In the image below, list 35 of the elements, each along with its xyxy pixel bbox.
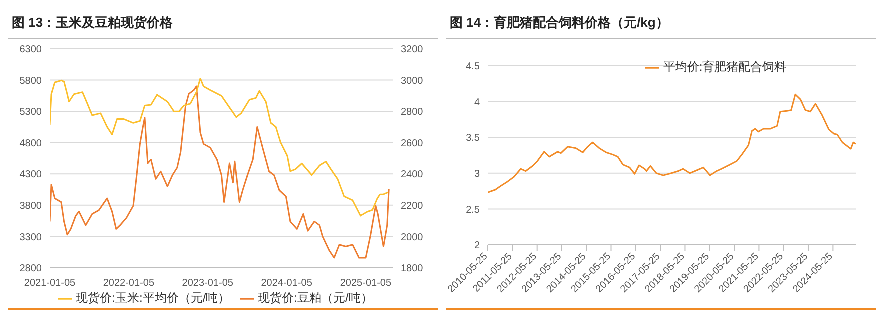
y-tick-label: 5300 xyxy=(20,107,42,118)
y-tick-label: 2800 xyxy=(20,264,42,275)
y-tick-label: 4.5 xyxy=(466,62,480,73)
y-tick-label: 6300 xyxy=(20,44,42,56)
y-tick-label: 3300 xyxy=(20,232,42,244)
y-tick-label: 4 xyxy=(474,97,480,108)
y2-tick-label: 2600 xyxy=(401,138,424,150)
chart-title: 图 13：玉米及豆粕现货价格 xyxy=(8,8,438,39)
y-tick-label: 4800 xyxy=(20,138,42,150)
y2-tick-label: 2200 xyxy=(401,200,424,212)
y2-tick-label: 3000 xyxy=(401,76,424,87)
y-tick-label: 5800 xyxy=(20,76,42,87)
line-series xyxy=(50,86,390,259)
y-tick-label: 3.5 xyxy=(466,133,480,144)
chart-title: 图 14：育肥猪配合饲料价格（元/kg） xyxy=(446,8,876,39)
x-tick-label: 2025-01-05 xyxy=(340,278,392,289)
y2-tick-label: 3200 xyxy=(401,44,424,56)
line-series xyxy=(50,78,389,217)
y2-tick-label: 2400 xyxy=(401,170,424,181)
y-tick-label: 2 xyxy=(474,240,480,252)
y2-tick-label: 2000 xyxy=(401,232,424,244)
x-tick-label: 2022-01-05 xyxy=(103,278,155,289)
legend-label: 现货价:玉米:平均价（元/吨） xyxy=(76,291,230,305)
y2-tick-label: 2800 xyxy=(401,107,424,118)
x-tick-label: 2021-01-05 xyxy=(24,278,76,289)
y-tick-label: 3800 xyxy=(20,200,42,212)
x-tick-label: 2023-01-05 xyxy=(182,278,234,289)
legend-label: 平均价:育肥猪配合饲料 xyxy=(663,60,787,74)
y-tick-label: 3 xyxy=(474,168,480,180)
y-tick-label: 2.5 xyxy=(466,204,480,216)
y2-tick-label: 1800 xyxy=(401,264,424,275)
legend-label: 现货价:豆粕（元/吨） xyxy=(258,291,373,305)
x-tick-label: 2024-01-05 xyxy=(261,278,313,289)
y-tick-label: 4300 xyxy=(20,170,42,181)
line-series xyxy=(488,94,856,194)
